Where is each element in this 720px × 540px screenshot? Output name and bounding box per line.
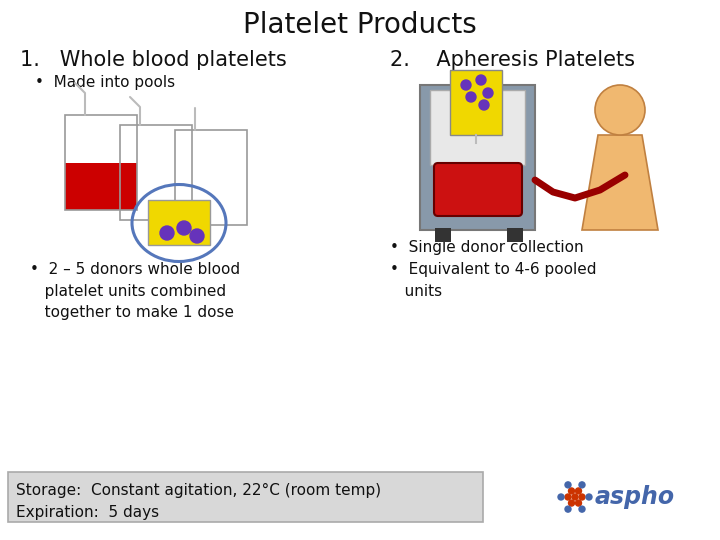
Text: •  Equivalent to 4-6 pooled
   units: • Equivalent to 4-6 pooled units bbox=[390, 262, 596, 299]
Bar bbox=[450, 70, 502, 135]
Text: aspho: aspho bbox=[595, 485, 675, 509]
Text: •  Single donor collection: • Single donor collection bbox=[390, 240, 584, 255]
Bar bbox=[148, 200, 210, 245]
Text: 2.    Apheresis Platelets: 2. Apheresis Platelets bbox=[390, 50, 635, 70]
Bar bbox=[65, 115, 137, 210]
Text: Platelet Products: Platelet Products bbox=[243, 11, 477, 39]
Bar bbox=[435, 228, 451, 242]
Circle shape bbox=[476, 75, 486, 85]
Circle shape bbox=[575, 488, 582, 494]
Circle shape bbox=[190, 229, 204, 243]
Circle shape bbox=[565, 506, 571, 512]
Bar bbox=[420, 85, 535, 230]
Bar bbox=[507, 228, 523, 242]
Bar bbox=[148, 200, 210, 245]
Bar bbox=[120, 125, 192, 220]
Circle shape bbox=[466, 92, 476, 102]
FancyBboxPatch shape bbox=[434, 163, 522, 216]
Circle shape bbox=[160, 226, 174, 240]
Circle shape bbox=[483, 88, 493, 98]
Circle shape bbox=[461, 80, 471, 90]
Bar bbox=[430, 90, 525, 165]
Circle shape bbox=[572, 494, 578, 500]
Circle shape bbox=[479, 100, 489, 110]
Text: •  2 – 5 donors whole blood
   platelet units combined
   together to make 1 dos: • 2 – 5 donors whole blood platelet unit… bbox=[30, 262, 240, 320]
Circle shape bbox=[565, 494, 571, 500]
Polygon shape bbox=[582, 135, 658, 230]
Circle shape bbox=[569, 488, 575, 494]
Circle shape bbox=[579, 494, 585, 500]
Circle shape bbox=[595, 85, 645, 135]
Circle shape bbox=[565, 482, 571, 488]
Circle shape bbox=[569, 500, 575, 506]
Circle shape bbox=[177, 221, 191, 235]
Circle shape bbox=[586, 494, 592, 500]
Text: 1.   Whole blood platelets: 1. Whole blood platelets bbox=[20, 50, 287, 70]
Circle shape bbox=[558, 494, 564, 500]
Text: •  Made into pools: • Made into pools bbox=[35, 75, 175, 90]
Bar bbox=[450, 70, 502, 135]
Circle shape bbox=[579, 482, 585, 488]
Bar bbox=[8, 472, 483, 522]
Bar bbox=[175, 130, 247, 225]
Circle shape bbox=[579, 506, 585, 512]
Text: Storage:  Constant agitation, 22°C (room temp)
Expiration:  5 days: Storage: Constant agitation, 22°C (room … bbox=[16, 483, 381, 519]
Bar bbox=[65, 163, 137, 210]
Circle shape bbox=[575, 500, 582, 506]
